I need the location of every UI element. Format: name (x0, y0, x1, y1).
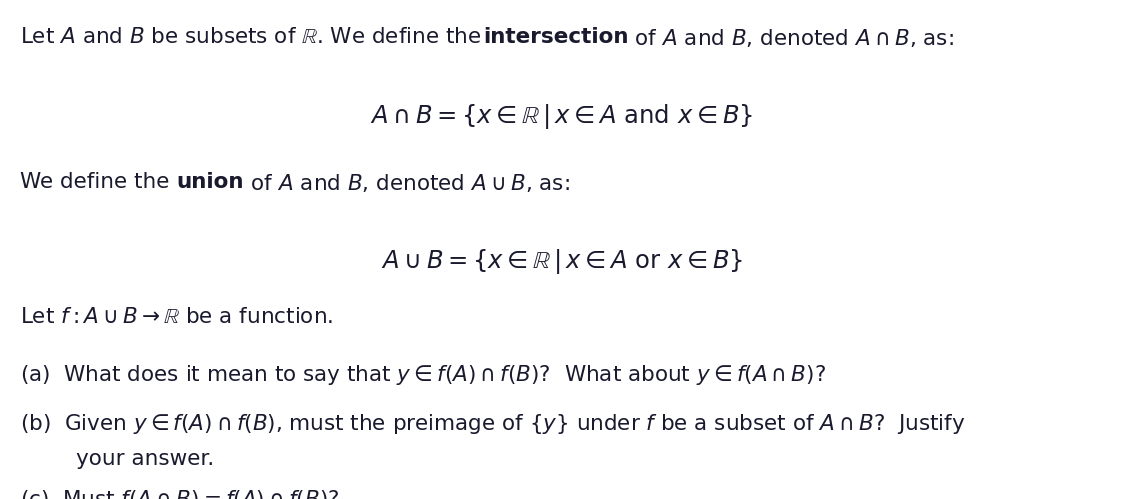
Text: of $A$ and $B$, denoted $A\cap B$, as:: of $A$ and $B$, denoted $A\cap B$, as: (628, 27, 954, 49)
Text: intersection: intersection (483, 27, 628, 47)
Text: (a)  What does it mean to say that $y\in f(A)\cap f(B)$?  What about $y\in f(A\c: (a) What does it mean to say that $y\in … (20, 363, 826, 387)
Text: of $A$ and $B$, denoted $A\cup B$, as:: of $A$ and $B$, denoted $A\cup B$, as: (244, 172, 570, 194)
Text: $A\cup B = \{x\in\mathbb{R}\,|\,x\in A\text{ or }x\in B\}$: $A\cup B = \{x\in\mathbb{R}\,|\,x\in A\t… (381, 247, 743, 276)
Text: (b)  Given $y\in f(A)\cap f(B)$, must the preimage of $\{y\}$ under $f$ be a sub: (b) Given $y\in f(A)\cap f(B)$, must the… (20, 412, 966, 436)
Text: Let $f : A\cup B\to\mathbb{R}$ be a function.: Let $f : A\cup B\to\mathbb{R}$ be a func… (20, 307, 334, 327)
Text: union: union (176, 172, 244, 192)
Text: $A\cap B = \{x\in\mathbb{R}\,|\,x\in A\text{ and }x\in B\}$: $A\cap B = \{x\in\mathbb{R}\,|\,x\in A\t… (371, 102, 753, 131)
Text: your answer.: your answer. (76, 449, 215, 469)
Text: (c)  Must $f(A\cap B) = f(A)\cap f(B)$?: (c) Must $f(A\cap B) = f(A)\cap f(B)$? (20, 488, 339, 499)
Text: Let $A$ and $B$ be subsets of $\mathbb{R}$. We define the: Let $A$ and $B$ be subsets of $\mathbb{R… (20, 27, 483, 47)
Text: We define the: We define the (20, 172, 176, 192)
